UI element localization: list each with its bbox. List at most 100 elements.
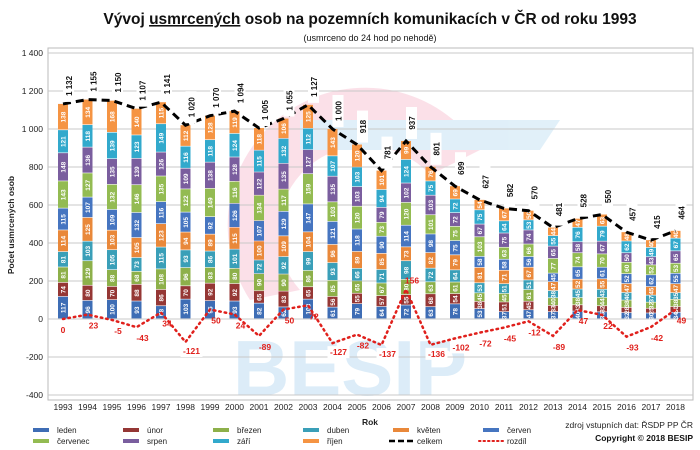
segment-value-label: 107 — [330, 161, 337, 172]
total-label-box — [283, 84, 295, 117]
segment-value-label: 65 — [575, 269, 582, 277]
segment-value-label: 44 — [599, 298, 606, 306]
segment-value-label: 40 — [624, 293, 631, 301]
segment-value-label: 76 — [575, 231, 582, 239]
segment-value-label: 33 — [575, 304, 582, 312]
total-value-label: 699 — [457, 161, 466, 175]
segment-value-label: 120 — [354, 212, 361, 223]
bar-segment-srpen — [401, 183, 411, 203]
bar-segment-leden — [376, 306, 387, 319]
difference-value-label: -137 — [379, 349, 396, 359]
bar-segment-červen — [523, 256, 534, 267]
legend-swatch — [123, 428, 139, 432]
chart-title: Vývoj usmrcených osob na pozemních komun… — [103, 10, 637, 28]
difference-value-label: -127 — [330, 347, 347, 357]
segment-value-label: 103 — [183, 303, 190, 314]
segment-value-label: 56 — [526, 258, 533, 266]
total-value-label: 1 150 — [114, 72, 123, 93]
total-value-label: 464 — [678, 206, 687, 220]
x-tick-label: 2015 — [593, 402, 612, 412]
bar-segment-únor — [254, 291, 264, 303]
bar-segment-červen — [156, 201, 166, 224]
bar-segment-leden — [131, 301, 142, 319]
total-label-box — [63, 69, 74, 102]
segment-value-label: 38 — [624, 300, 631, 308]
legend-label: únor — [147, 426, 163, 435]
y-tick-label: -200 — [26, 352, 43, 362]
difference-label-box — [327, 346, 350, 359]
bar-segment-červen — [82, 197, 93, 218]
bar-segment-duben — [499, 284, 509, 294]
y-tick-label: 400 — [29, 238, 43, 248]
difference-label-box — [180, 344, 203, 357]
bar-segment-únor — [131, 284, 142, 301]
segment-value-label: 67 — [673, 241, 680, 249]
segment-value-label: 140 — [134, 116, 141, 127]
bar-segment-únor — [180, 286, 191, 299]
segment-value-label: 73 — [379, 226, 386, 234]
segment-value-label: 45 — [550, 274, 557, 282]
total-label-box — [430, 132, 442, 165]
bar-segment-duben — [303, 251, 313, 271]
segment-value-label: 49 — [648, 248, 655, 256]
segment-value-label: 38 — [673, 299, 680, 307]
difference-value-label: 72 — [309, 311, 319, 321]
total-value-label: 781 — [384, 145, 393, 159]
segment-value-label: 118 — [354, 235, 361, 246]
segment-value-label: 115 — [232, 233, 239, 244]
bar-segment-červenec — [597, 254, 607, 267]
bar-segment-únor — [548, 305, 558, 312]
segment-value-label: 74 — [60, 286, 67, 294]
segment-value-label: 72 — [256, 263, 263, 271]
bar-segment-říjen — [58, 103, 68, 130]
segment-value-label: 123 — [134, 141, 141, 152]
legend-label: červen — [507, 426, 531, 435]
y-tick-label: 1 000 — [22, 124, 44, 134]
segment-value-label: 53 — [526, 221, 533, 229]
difference-value-label: 50 — [285, 316, 295, 326]
x-tick-label: 1994 — [78, 402, 97, 412]
bar-segment-duben — [670, 292, 681, 300]
total-label-box — [528, 176, 540, 209]
bar-segment-říjen — [303, 104, 313, 129]
bar-segment-únor — [156, 289, 166, 306]
bar-segment-září — [499, 221, 509, 233]
segment-value-label: 83 — [281, 295, 288, 303]
x-tick-label: 1993 — [54, 402, 73, 412]
total-value-label: 550 — [604, 189, 613, 203]
segment-value-label: 38 — [575, 298, 582, 306]
segment-value-label: 67 — [526, 270, 533, 278]
total-label-box — [332, 95, 344, 127]
segment-value-label: 37 — [648, 295, 655, 303]
segment-value-label: 134 — [256, 202, 263, 213]
x-tick-label: 2013 — [544, 402, 563, 412]
segment-value-label: 32 — [599, 305, 606, 313]
bar-segment-srpen — [82, 147, 93, 173]
bar-segment-srpen — [548, 246, 558, 259]
segment-value-label: 79 — [354, 307, 361, 315]
segment-value-label: 82 — [256, 307, 263, 315]
bar-segment-srpen — [205, 162, 215, 189]
bar-segment-březen — [401, 279, 411, 295]
segment-value-label: 57 — [379, 297, 386, 305]
bar-segment-červen — [425, 234, 436, 253]
bar-segment-červen — [278, 211, 289, 236]
segment-value-label: 69 — [452, 189, 459, 197]
bar-segment-červenec — [523, 244, 534, 257]
segment-value-label: 103 — [477, 241, 484, 252]
legend-label: leden — [57, 426, 77, 435]
x-tick-label: 2017 — [642, 402, 661, 412]
bar-segment-únor — [303, 287, 313, 299]
segment-value-label: 43 — [599, 290, 606, 298]
bar-segment-únor — [82, 285, 93, 301]
segment-value-label: 66 — [354, 271, 361, 279]
segment-value-label: 63 — [599, 216, 606, 224]
segment-value-label: 63 — [428, 309, 435, 317]
segment-value-label: 81 — [60, 256, 67, 264]
segment-value-label: 134 — [85, 106, 92, 117]
bar-segment-srpen — [646, 257, 656, 265]
segment-value-label: 126 — [158, 159, 165, 170]
segment-value-label: 81 — [60, 271, 67, 279]
difference-label-box — [425, 347, 448, 360]
y-tick-label: 1 200 — [22, 86, 44, 96]
